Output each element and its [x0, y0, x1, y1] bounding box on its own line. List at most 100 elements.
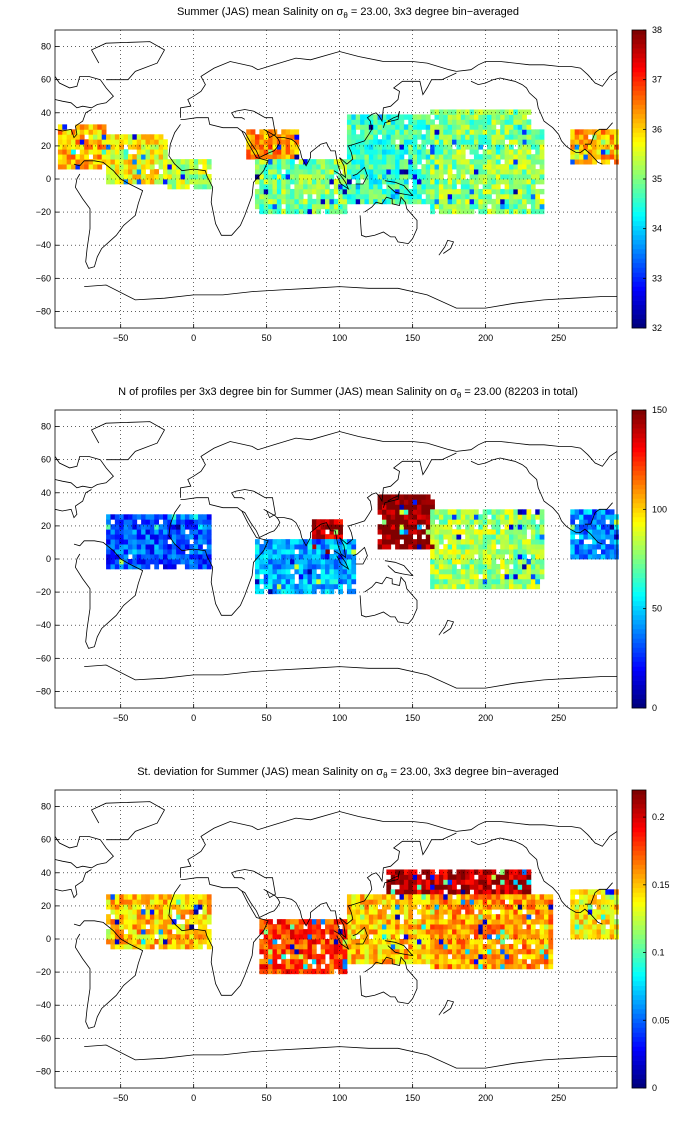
bin-cell	[539, 179, 545, 185]
bin-cell	[600, 144, 606, 150]
bin-cell	[145, 904, 151, 910]
bin-cell	[408, 149, 414, 155]
bin-cell	[452, 568, 457, 575]
bin-cell	[110, 563, 116, 570]
bin-cell	[579, 554, 584, 560]
coastline	[584, 502, 613, 525]
bin-cell	[333, 583, 339, 590]
bin-cell	[465, 198, 470, 205]
bin-cell	[311, 519, 317, 525]
bin-cell	[517, 879, 523, 885]
bin-cell	[469, 514, 475, 520]
bin-cell	[482, 198, 488, 205]
bin-cell	[473, 119, 479, 125]
bin-cell	[605, 509, 611, 515]
bin-cell	[465, 963, 470, 970]
bin-cell	[373, 929, 378, 935]
bin-cell	[329, 534, 335, 540]
bin-cell	[408, 529, 414, 535]
bin-cell	[136, 524, 142, 530]
bin-cell	[381, 524, 387, 530]
bin-cell	[364, 919, 370, 925]
bin-cell	[123, 174, 129, 180]
x-tick-label: 100	[332, 333, 347, 343]
bin-cell	[141, 563, 146, 570]
bin-cell	[290, 939, 295, 945]
bin-cell	[276, 583, 282, 590]
bin-cell	[456, 924, 462, 930]
bin-cell	[417, 924, 422, 930]
bin-cell	[97, 144, 103, 150]
bin-cell	[478, 909, 484, 915]
bin-cell	[395, 198, 400, 205]
bin-cell	[395, 509, 400, 515]
bin-cell	[119, 929, 125, 935]
bin-cell	[513, 924, 519, 930]
bin-cell	[154, 149, 160, 155]
bin-cell	[303, 544, 308, 550]
bin-cell	[421, 119, 427, 125]
bin-cell	[193, 514, 199, 520]
bin-cell	[395, 159, 400, 165]
bin-cell	[119, 139, 125, 145]
bin-cell	[246, 149, 252, 155]
bin-cell	[614, 549, 619, 555]
bin-cell	[316, 203, 322, 210]
bin-cell	[469, 198, 475, 205]
bin-cell	[508, 144, 514, 150]
bin-cell	[386, 544, 392, 550]
bin-cell	[290, 208, 295, 215]
bin-cell	[254, 573, 260, 580]
bin-cell	[180, 549, 186, 555]
bin-cell	[198, 183, 203, 190]
bin-cell	[342, 208, 348, 215]
bin-cell	[333, 939, 339, 945]
bin-cell	[390, 904, 396, 910]
bin-cell	[320, 919, 326, 925]
coastline	[359, 956, 418, 1005]
bin-cell	[377, 164, 383, 170]
bin-cell	[469, 904, 475, 910]
bin-cell	[500, 539, 505, 545]
bin-cell	[508, 578, 514, 585]
bin-cell	[79, 129, 85, 135]
bin-cell	[346, 179, 352, 185]
bin-cell	[351, 563, 357, 570]
bin-cell	[206, 534, 212, 540]
bin-cell	[263, 134, 269, 140]
bin-cell	[342, 953, 348, 960]
bin-cell	[487, 929, 492, 935]
bin-cell	[495, 549, 501, 555]
bin-cell	[176, 929, 181, 935]
bin-cell	[600, 889, 606, 895]
bin-cell	[123, 539, 129, 545]
bin-cell	[303, 939, 308, 945]
bin-cell	[403, 879, 409, 885]
bin-cell	[526, 514, 532, 520]
coastline	[456, 61, 617, 87]
bin-cell	[530, 169, 536, 175]
bin-cell	[579, 129, 584, 135]
bin-cell	[281, 934, 287, 940]
bin-cell	[290, 919, 295, 925]
bin-cell	[500, 144, 505, 150]
bin-cell	[325, 159, 330, 165]
bin-cell	[438, 924, 444, 930]
bin-cell	[614, 904, 619, 910]
bin-cell	[276, 924, 282, 930]
bin-cell	[351, 124, 357, 130]
bin-cell	[587, 934, 593, 940]
bin-cell	[487, 539, 492, 545]
bin-cell	[281, 563, 287, 570]
bin-cell	[184, 909, 190, 915]
bin-cell	[303, 948, 308, 955]
bin-cell	[342, 193, 348, 200]
bin-cell	[487, 144, 492, 150]
bin-cell	[570, 914, 576, 920]
bin-cell	[307, 578, 313, 585]
bin-cell	[452, 139, 457, 145]
bin-cell	[206, 914, 212, 920]
bin-cell	[176, 943, 181, 950]
bin-cell	[75, 144, 81, 150]
bin-cell	[333, 934, 339, 940]
